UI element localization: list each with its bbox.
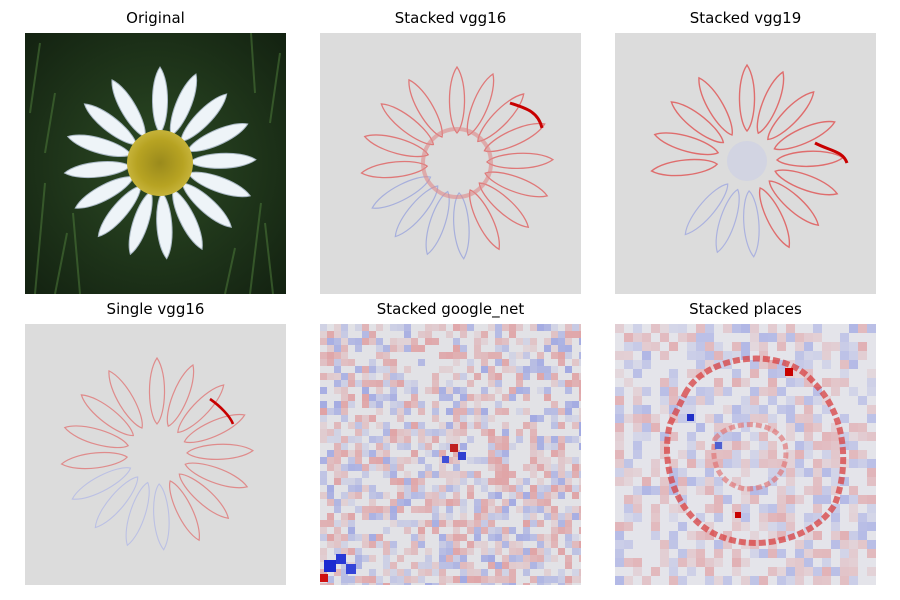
heatmap-stacked-vgg16 xyxy=(320,33,581,294)
heatmap-stacked-places xyxy=(615,324,876,585)
panel-title: Stacked vgg19 xyxy=(689,9,802,27)
panel-title: Single vgg16 xyxy=(106,300,205,318)
heatmap-stacked-google-net xyxy=(320,324,581,585)
original-flower-image xyxy=(25,33,286,294)
panel-title: Original xyxy=(126,9,185,27)
heatmap-single-vgg16 xyxy=(25,324,286,585)
heatmap-stacked-vgg19 xyxy=(615,33,876,294)
panel-title: Stacked google_net xyxy=(376,300,525,318)
panel-title: Stacked places xyxy=(689,300,802,318)
panel-title: Stacked vgg16 xyxy=(394,9,507,27)
